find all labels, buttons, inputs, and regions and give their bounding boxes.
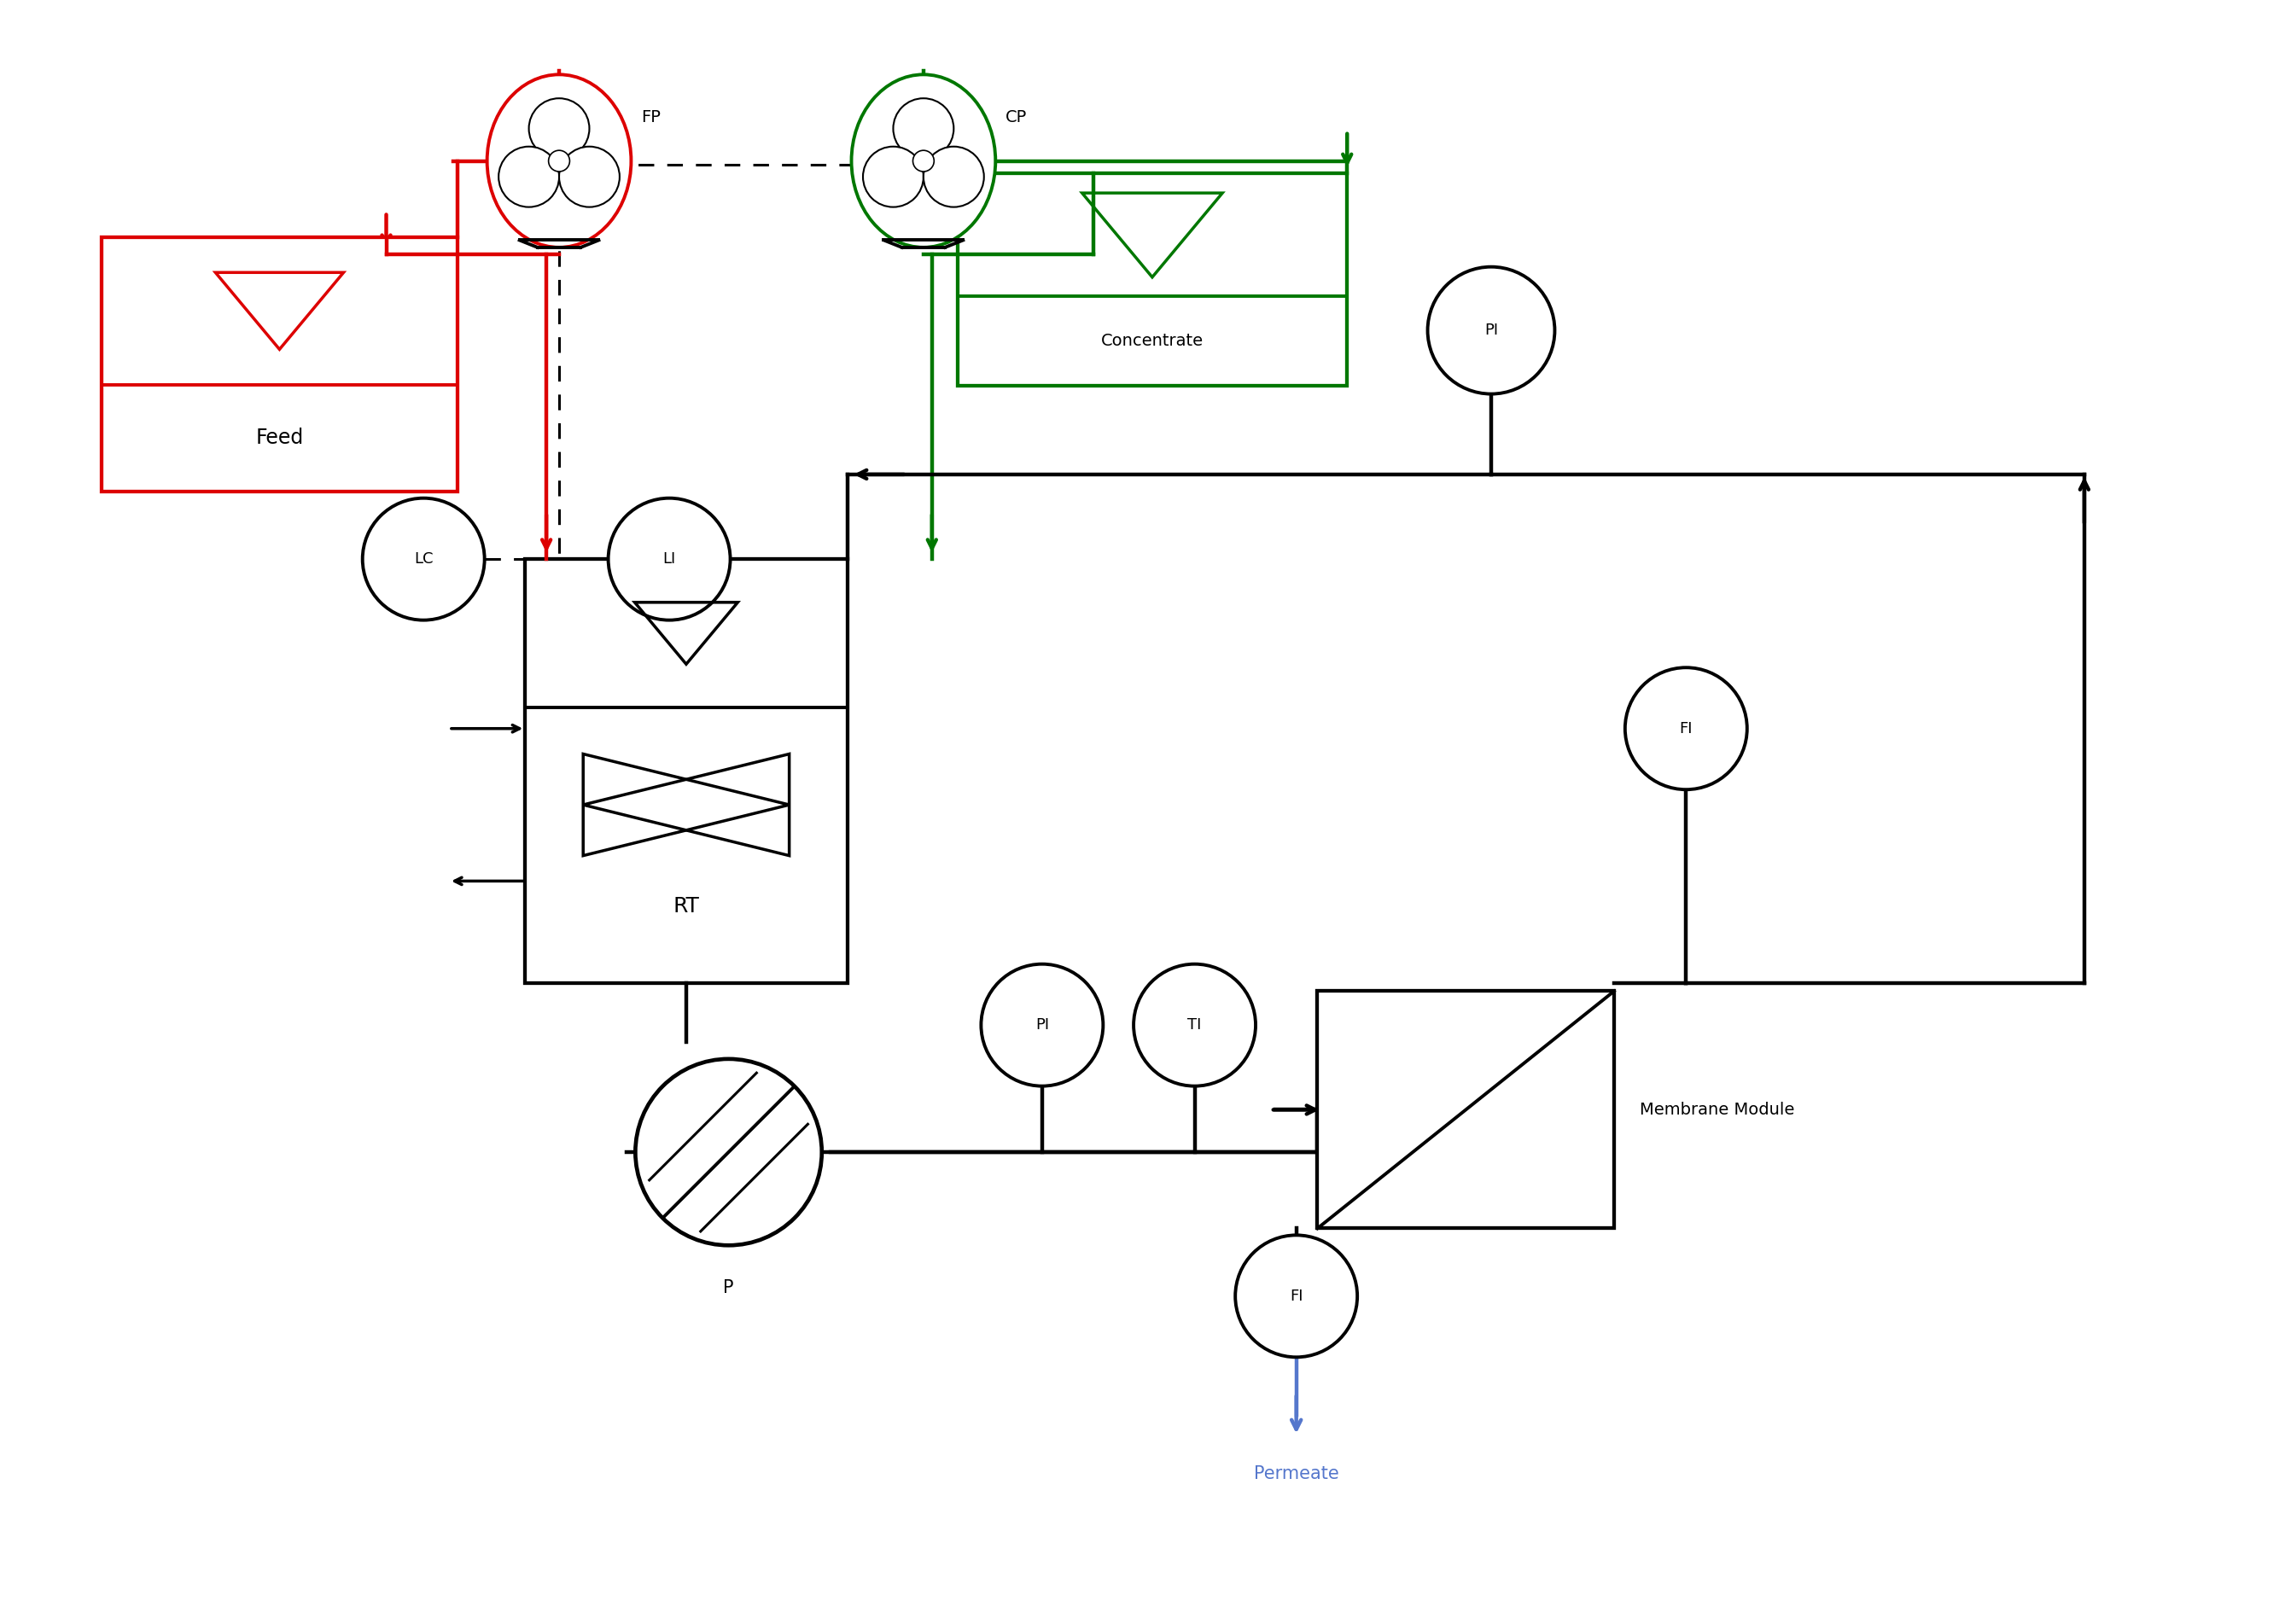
Bar xyxy=(1318,991,1613,1228)
Text: LI: LI xyxy=(663,552,676,567)
Circle shape xyxy=(498,146,560,206)
Circle shape xyxy=(864,146,923,206)
Text: TI: TI xyxy=(1188,1017,1202,1033)
Circle shape xyxy=(923,146,985,206)
Text: Membrane Module: Membrane Module xyxy=(1638,1101,1794,1117)
Circle shape xyxy=(548,151,569,172)
Text: FI: FI xyxy=(1289,1288,1302,1304)
Circle shape xyxy=(560,146,619,206)
Circle shape xyxy=(893,99,953,159)
Text: RT: RT xyxy=(674,896,699,916)
Circle shape xyxy=(914,151,935,172)
Text: FP: FP xyxy=(642,110,660,125)
Circle shape xyxy=(1236,1236,1357,1358)
Bar xyxy=(101,237,457,492)
Ellipse shape xyxy=(487,75,631,247)
Circle shape xyxy=(608,499,731,620)
Text: Feed: Feed xyxy=(256,427,304,448)
Circle shape xyxy=(528,99,590,159)
Text: LC: LC xyxy=(414,552,434,567)
Circle shape xyxy=(1625,667,1748,789)
Circle shape xyxy=(980,965,1104,1086)
Text: Permeate: Permeate xyxy=(1254,1465,1339,1483)
Text: Concentrate: Concentrate xyxy=(1101,333,1204,349)
Text: FI: FI xyxy=(1679,721,1693,736)
Ellipse shape xyxy=(852,75,996,247)
Bar xyxy=(526,559,848,983)
Circle shape xyxy=(1133,965,1257,1086)
Text: CP: CP xyxy=(1005,110,1028,125)
Circle shape xyxy=(363,499,484,620)
Text: PI: PI xyxy=(1485,323,1499,338)
Text: P: P xyxy=(724,1280,733,1296)
Circle shape xyxy=(1428,266,1554,395)
Circle shape xyxy=(635,1059,823,1246)
Bar xyxy=(957,174,1348,385)
Text: PI: PI xyxy=(1035,1017,1049,1033)
